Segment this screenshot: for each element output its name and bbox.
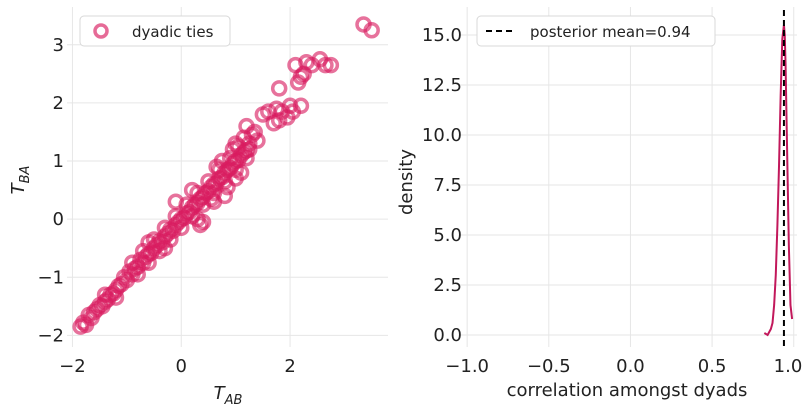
scatter-legend-label: dyadic ties: [132, 23, 214, 41]
scatter-point: [192, 216, 209, 234]
scatter-point: [167, 193, 185, 210]
scatter-y-tick-label: −1: [37, 267, 64, 288]
density-x-axis-label: correlation amongst dyads: [507, 380, 748, 401]
scatter-point: [183, 181, 201, 199]
scatter-point: [292, 68, 310, 85]
scatter-legend-marker: [93, 23, 109, 39]
scatter-point: [232, 164, 250, 181]
density-y-tick-label: 5.0: [433, 225, 462, 246]
scatter-point: [213, 152, 231, 170]
density-y-axis-label: density: [396, 149, 417, 215]
scatter-point: [219, 178, 236, 196]
scatter-point: [322, 56, 340, 74]
density-x-tick-label: 1.0: [774, 356, 803, 377]
density-y-tick-label: 0.0: [433, 325, 462, 346]
density-x-tick-label: 0.0: [616, 356, 645, 377]
density-y-tick-label: 7.5: [433, 175, 462, 196]
density-y-tick-label: 12.5: [422, 75, 462, 96]
scatter-point: [284, 103, 302, 120]
density-y-tick-label: 2.5: [433, 275, 462, 296]
scatter-point: [140, 254, 157, 271]
scatter-panel: −2 0 2 −2 −1 0 1 2 3 TAB TBA dyadic ties: [8, 7, 388, 408]
scatter-x-ticks: −2 0 2: [59, 356, 296, 377]
scatter-y-tick-label: 1: [53, 151, 64, 172]
scatter-y-tick-label: 2: [53, 93, 64, 114]
scatter-y-tick-label: −2: [37, 325, 64, 346]
scatter-point: [270, 80, 288, 97]
density-legend: posterior mean=0.94: [476, 15, 716, 47]
density-legend-label: posterior mean=0.94: [530, 23, 691, 41]
scatter-y-ticks: −2 −1 0 1 2 3: [37, 35, 64, 347]
scatter-point: [238, 117, 255, 135]
scatter-points: [72, 16, 380, 335]
scatter-y-axis-label: TBA: [8, 166, 33, 195]
scatter-point: [227, 135, 244, 152]
scatter-legend: dyadic ties: [79, 15, 231, 47]
scatter-x-tick-label: 0: [176, 356, 187, 377]
scatter-point: [156, 239, 174, 257]
scatter-x-tick-label: −2: [59, 356, 86, 377]
density-x-tick-label: −0.5: [527, 356, 571, 377]
scatter-point: [173, 219, 190, 237]
scatter-y-tick-label: 3: [53, 35, 64, 56]
scatter-legend-box: [79, 15, 231, 47]
scatter-point: [202, 190, 220, 208]
density-curve: [763, 24, 794, 337]
density-y-tick-label: 10.0: [422, 125, 462, 146]
scatter-point: [96, 286, 114, 303]
density-y-tick-label: 15.0: [422, 25, 462, 46]
density-panel: −1.0 −0.5 0.0 0.5 1.0 0.0 2.5 5.0 7.5 10.0 12.5 15…: [396, 7, 802, 401]
scatter-x-axis-label: TAB: [214, 383, 243, 408]
scatter-point: [265, 114, 282, 132]
scatter-point: [317, 56, 334, 74]
scatter-y-tick-label: 0: [53, 209, 64, 230]
scatter-point: [249, 132, 266, 149]
density-grid: [459, 7, 797, 347]
density-x-tick-label: 0.5: [698, 356, 727, 377]
density-legend-box: [476, 15, 716, 47]
scatter-point: [140, 234, 157, 251]
density-x-tick-label: −1.0: [445, 356, 489, 377]
scatter-point: [129, 266, 146, 283]
scatter-point: [238, 149, 255, 167]
density-y-ticks: 0.0 2.5 5.0 7.5 10.0 12.5 15.0: [422, 25, 462, 346]
scatter-x-tick-label: 2: [284, 356, 295, 377]
density-x-ticks: −1.0 −0.5 0.0 0.5 1.0: [445, 356, 802, 377]
scatter-point: [363, 22, 380, 39]
